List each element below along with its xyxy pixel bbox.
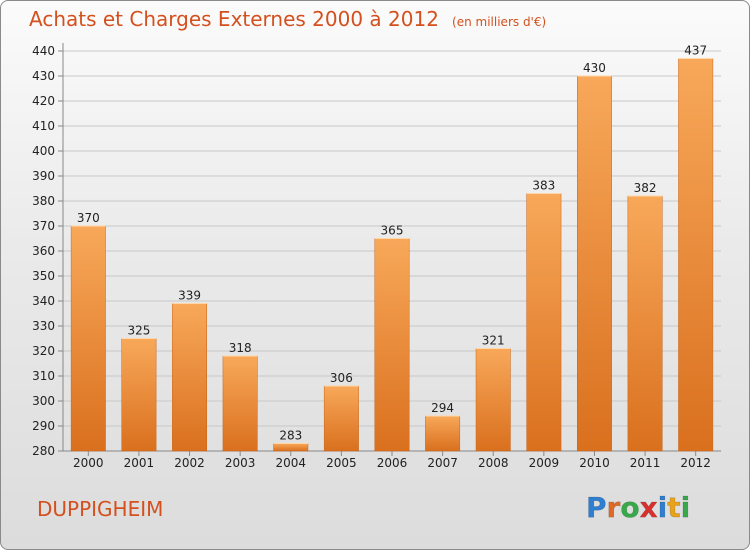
x-tick-label-2001: 2001 [124,456,155,470]
bar-2008 [475,348,511,452]
value-label-2008: 321 [482,334,505,348]
x-tick-label-2004: 2004 [275,456,306,470]
bar-2002 [172,303,207,452]
y-tick-label: 320 [32,344,55,358]
bar-2012 [678,58,714,452]
y-tick-label: 420 [32,94,55,108]
value-label-2000: 370 [77,211,100,225]
value-label-2009: 383 [532,179,555,193]
bar-2001 [121,338,157,452]
value-label-2003: 318 [229,341,252,355]
bar-2011 [627,195,663,452]
bar-2000 [70,225,106,452]
value-label-2007: 294 [431,401,454,415]
y-tick-label: 280 [32,444,55,458]
bar-2006 [374,238,410,452]
y-tick-label: 350 [32,269,55,283]
x-tick-label-2012: 2012 [680,456,711,470]
y-tick-label: 400 [32,144,55,158]
y-tick-label: 430 [32,69,55,83]
x-tick-label-2005: 2005 [326,456,357,470]
logo-letter: i [680,491,691,525]
value-label-2001: 325 [127,324,150,338]
value-label-2005: 306 [330,371,353,385]
x-tick-label-2009: 2009 [529,456,560,470]
y-tick-label: 390 [32,169,55,183]
value-label-2012: 437 [684,44,707,58]
y-tick-label: 310 [32,369,55,383]
x-tick-label-2006: 2006 [377,456,408,470]
logo-letter: x [639,491,658,525]
y-tick-label: 290 [32,419,55,433]
x-tick-label-2007: 2007 [427,456,458,470]
logo-letter: r [606,491,621,525]
labels: 370 2000 325 2001 339 2002 318 2003 283 2004 306 20… [73,44,711,471]
y-tick-label: 370 [32,219,55,233]
logo-letter: t [667,491,681,525]
logo-letter: i [657,491,668,525]
x-tick-label-2008: 2008 [478,456,509,470]
y-tick-label: 340 [32,294,55,308]
x-tick-label-2000: 2000 [73,456,104,470]
commune-name: DUPPIGHEIM [37,497,164,521]
x-tick-label-2003: 2003 [225,456,256,470]
proxiti-logo: Proxiti [586,491,691,525]
unit-text: (en milliers d'€) [452,15,547,29]
y-tick-label: 330 [32,319,55,333]
bar-2004 [273,443,309,452]
bar-2009 [526,193,562,452]
title-text: Achats et Charges Externes 2000 à 2012 [29,7,439,31]
x-tick-label-2010: 2010 [579,456,610,470]
value-label-2010: 430 [583,61,606,75]
bar-2005 [323,385,359,452]
bar-2003 [222,355,258,452]
logo-letter: o [620,491,640,525]
value-label-2011: 382 [634,181,657,195]
bars [70,58,714,452]
value-label-2006: 365 [381,224,404,238]
x-tick-label-2011: 2011 [630,456,661,470]
y-tick-label: 360 [32,244,55,258]
y-tick-label: 380 [32,194,55,208]
x-tick-label-2002: 2002 [174,456,205,470]
value-label-2002: 339 [178,289,201,303]
value-label-2004: 283 [279,429,302,443]
y-tick-label: 440 [32,44,55,58]
chart-title: Achats et Charges Externes 2000 à 2012 (… [29,7,546,31]
y-tick-label: 300 [32,394,55,408]
bar-2007 [425,415,461,452]
bar-2010 [577,75,612,452]
y-tick-label: 410 [32,119,55,133]
logo-letter: P [586,491,607,525]
